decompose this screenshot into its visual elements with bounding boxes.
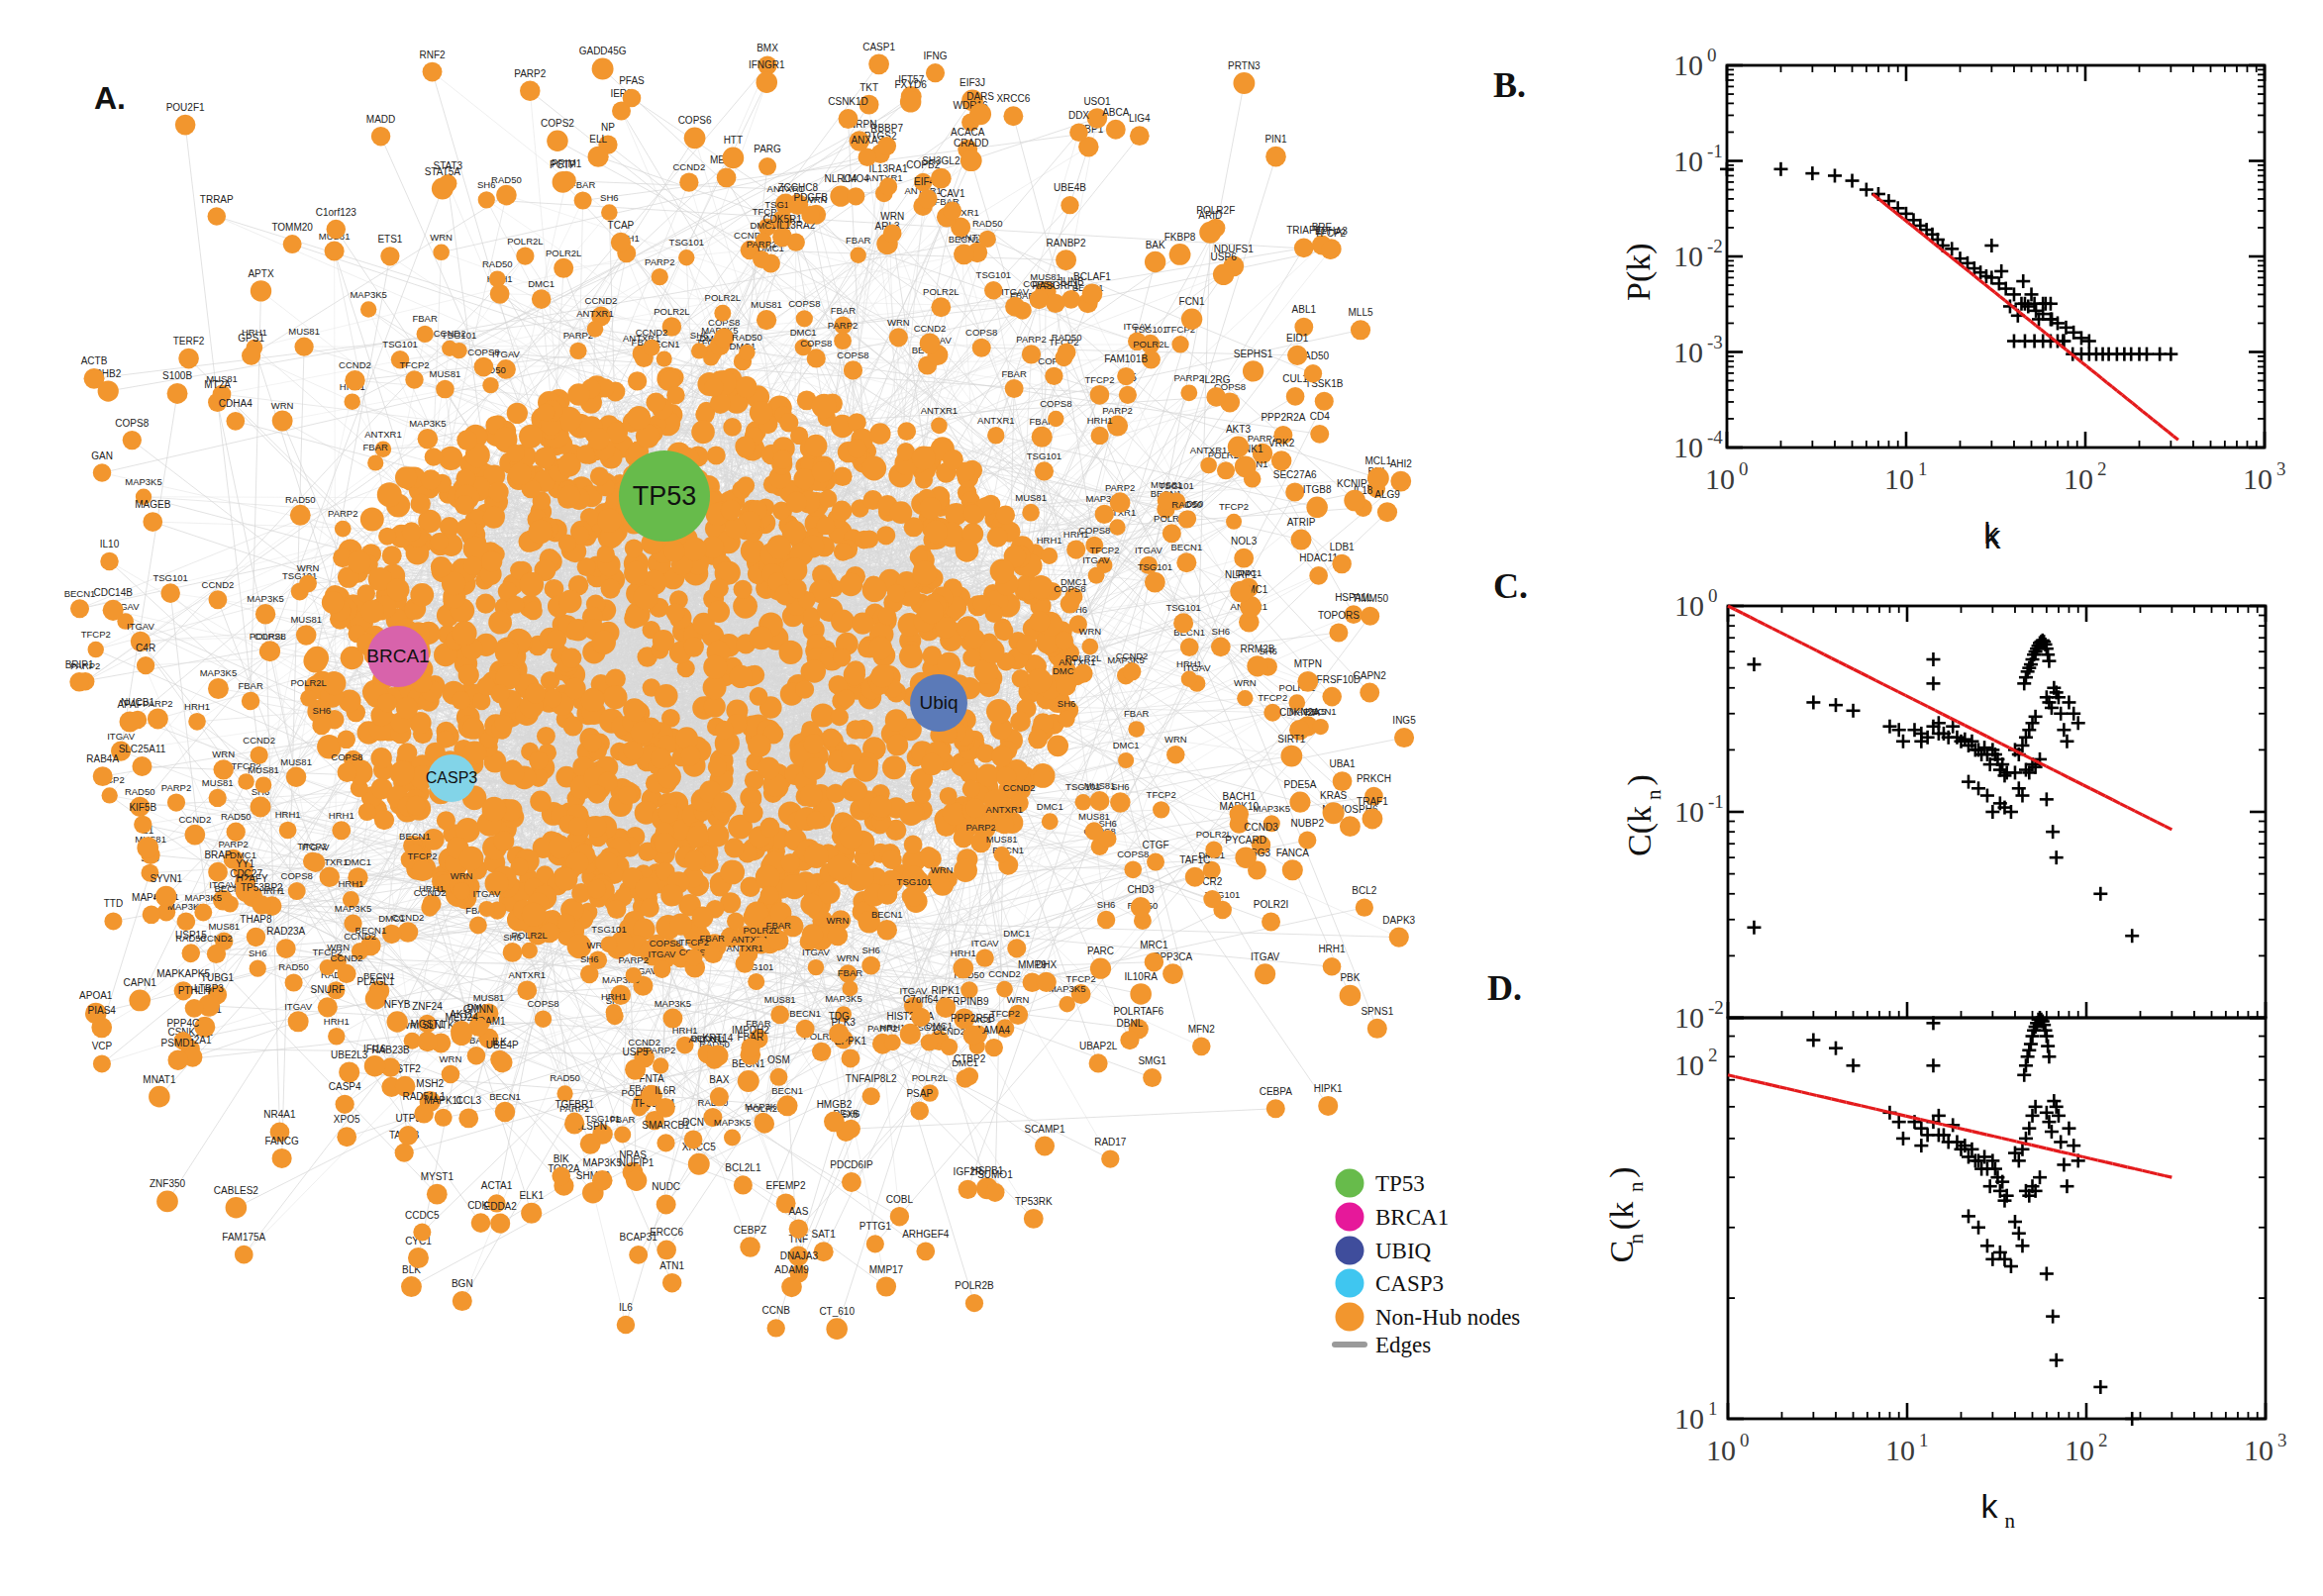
svg-text:2: 2 bbox=[1708, 1045, 1718, 1065]
svg-text:): ) bbox=[1603, 1166, 1641, 1177]
svg-text:10: 10 bbox=[2243, 462, 2272, 495]
svg-text:10: 10 bbox=[1884, 462, 1914, 495]
svg-text:1: 1 bbox=[1919, 1430, 1929, 1450]
svg-text:10: 10 bbox=[1673, 240, 1703, 272]
svg-text:(k: (k bbox=[1603, 1202, 1641, 1230]
svg-text:1: 1 bbox=[1918, 458, 1928, 479]
svg-text:3: 3 bbox=[2277, 1430, 2287, 1450]
svg-text:10: 10 bbox=[2244, 1434, 2273, 1466]
svg-text:10: 10 bbox=[1674, 795, 1704, 828]
svg-text:-1: -1 bbox=[1707, 141, 1723, 161]
svg-text:-1: -1 bbox=[1708, 791, 1724, 812]
svg-text:10: 10 bbox=[1674, 1048, 1704, 1081]
svg-text:2: 2 bbox=[2097, 458, 2107, 479]
svg-text:0: 0 bbox=[1740, 1430, 1750, 1450]
svg-text:-2: -2 bbox=[1708, 997, 1724, 1018]
svg-text:n: n bbox=[1624, 1233, 1648, 1244]
svg-text:n: n bbox=[1642, 789, 1666, 800]
svg-text:-3: -3 bbox=[1707, 332, 1723, 352]
svg-text:3: 3 bbox=[2276, 458, 2286, 479]
svg-text:10: 10 bbox=[1674, 1001, 1704, 1034]
svg-text:10: 10 bbox=[1673, 145, 1703, 177]
svg-text:10: 10 bbox=[1673, 49, 1703, 81]
svg-text:10: 10 bbox=[1673, 336, 1703, 368]
svg-text:n: n bbox=[1624, 1181, 1648, 1192]
svg-text:10: 10 bbox=[1673, 431, 1703, 463]
svg-text:D.: D. bbox=[1487, 968, 1522, 1008]
svg-text:0: 0 bbox=[1707, 45, 1717, 65]
svg-text:-2: -2 bbox=[1707, 236, 1723, 256]
svg-text:B.: B. bbox=[1493, 65, 1526, 105]
svg-text:C.: C. bbox=[1493, 566, 1528, 606]
svg-text:10: 10 bbox=[1674, 589, 1704, 622]
svg-text:0: 0 bbox=[1739, 458, 1749, 479]
svg-text:k: k bbox=[1981, 1487, 1999, 1525]
svg-text:k: k bbox=[1984, 517, 2000, 549]
svg-text:-4: -4 bbox=[1707, 427, 1723, 448]
svg-text:2: 2 bbox=[2098, 1430, 2108, 1450]
svg-text:10: 10 bbox=[2065, 1434, 2094, 1466]
svg-text:1: 1 bbox=[1708, 1398, 1718, 1419]
svg-text:P(k): P(k) bbox=[1620, 243, 1658, 301]
svg-text:10: 10 bbox=[2064, 462, 2093, 495]
svg-text:10: 10 bbox=[1885, 1434, 1915, 1466]
svg-text:10: 10 bbox=[1705, 462, 1735, 495]
svg-text:10: 10 bbox=[1674, 1402, 1704, 1435]
svg-text:C(k: C(k bbox=[1621, 806, 1659, 856]
svg-text:): ) bbox=[1621, 774, 1659, 785]
svg-text:10: 10 bbox=[1706, 1434, 1736, 1466]
svg-text:n: n bbox=[2005, 1509, 2016, 1533]
svg-text:0: 0 bbox=[1708, 585, 1718, 606]
